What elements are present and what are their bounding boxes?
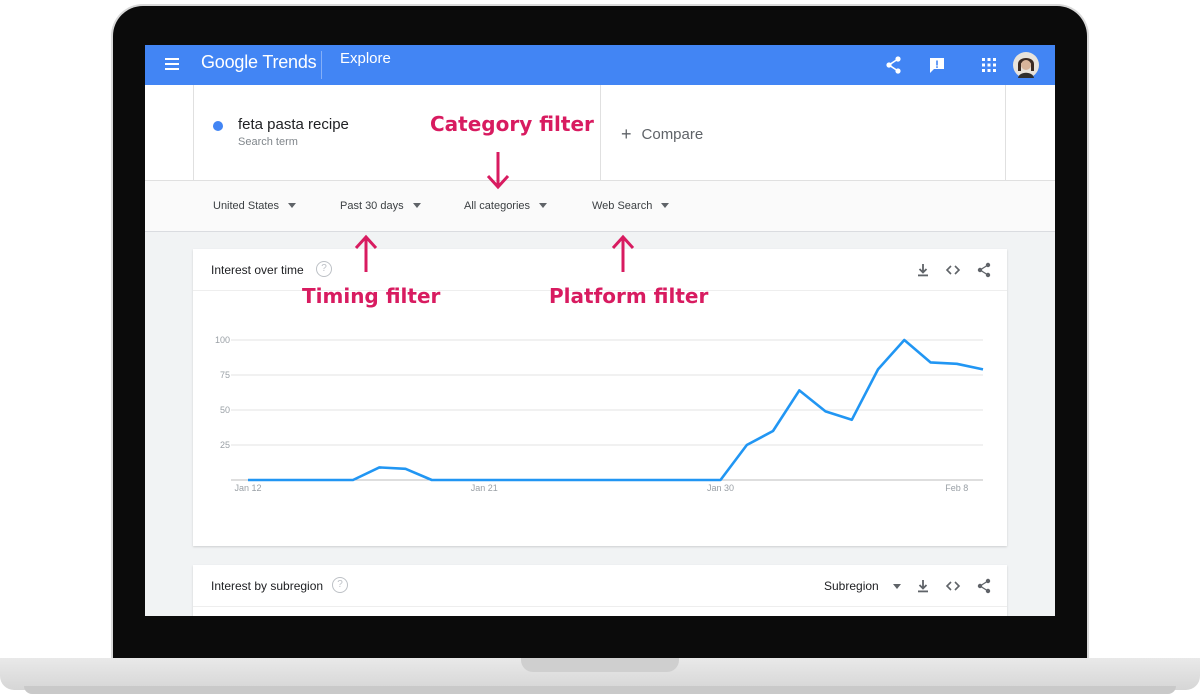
platform-filter[interactable]: Web Search (592, 200, 670, 212)
top-bar: Google Trends Explore (145, 45, 1055, 85)
share-icon[interactable] (976, 262, 992, 278)
interest-by-subregion-card: Interest by subregion ? Subregion (193, 565, 1007, 616)
chevron-down-icon (288, 203, 297, 208)
help-icon[interactable]: ? (332, 577, 348, 593)
laptop-base-shadow (24, 686, 1176, 694)
search-term-row: feta pasta recipe Search term + Compare (145, 85, 1055, 180)
apps-icon[interactable] (979, 55, 999, 75)
y-tick-label: 100 (215, 335, 230, 345)
embed-icon[interactable] (945, 578, 961, 594)
x-tick-label: Jan 21 (471, 483, 498, 493)
card-divider (193, 290, 1007, 291)
category-filter[interactable]: All categories (464, 200, 548, 212)
category-filter-label: All categories (464, 200, 531, 212)
arrow-up-icon (611, 234, 635, 272)
chevron-down-icon (661, 203, 670, 208)
chevron-down-icon (412, 203, 421, 208)
search-term-type: Search term (238, 136, 298, 148)
search-term-card[interactable]: feta pasta recipe Search term (193, 85, 601, 180)
x-tick-label: Jan 30 (707, 483, 734, 493)
term-color-dot (213, 121, 223, 131)
interest-over-time-title: Interest over time (211, 263, 304, 277)
y-tick-label: 50 (220, 405, 230, 415)
page-title: Explore (340, 50, 391, 67)
share-icon[interactable] (884, 55, 904, 75)
time-filter[interactable]: Past 30 days (340, 200, 421, 212)
screen: Google Trends Explore fet (145, 45, 1055, 616)
arrow-up-icon (354, 234, 378, 272)
y-tick-label: 75 (220, 370, 230, 380)
chevron-down-icon (539, 203, 548, 208)
search-term[interactable]: feta pasta recipe (238, 116, 349, 133)
share-icon[interactable] (976, 578, 992, 594)
platform-filter-annotation: Platform filter (549, 284, 709, 308)
right-divider (1005, 85, 1006, 180)
time-filter-label: Past 30 days (340, 200, 404, 212)
feedback-icon[interactable] (927, 55, 947, 75)
interest-by-subregion-title: Interest by subregion (211, 579, 324, 593)
region-filter[interactable]: United States (213, 200, 297, 212)
plus-icon: + (621, 124, 632, 144)
menu-icon[interactable] (165, 58, 179, 70)
header-divider (321, 51, 322, 79)
x-tick-label: Feb 8 (945, 483, 968, 493)
interest-over-time-card: Interest over time ? 25 50 75 100 Jan 12 Jan … (193, 249, 1007, 546)
help-icon[interactable]: ? (316, 261, 332, 277)
interest-over-time-chart: 25 50 75 100 Jan 12 Jan 21 Jan 30 Feb 8 (215, 335, 984, 493)
subregion-dropdown-label: Subregion (824, 579, 879, 593)
card-divider (193, 606, 1007, 607)
compare-label: Compare (641, 126, 704, 143)
google-trends-logo[interactable]: Google Trends (201, 52, 317, 72)
download-icon[interactable] (915, 578, 931, 594)
embed-icon[interactable] (945, 262, 961, 278)
laptop-notch (521, 658, 679, 672)
y-tick-label: 25 (220, 440, 230, 450)
download-icon[interactable] (915, 262, 931, 278)
platform-filter-label: Web Search (592, 200, 653, 212)
filter-bar: United States Past 30 days All categorie… (145, 180, 1055, 232)
compare-button[interactable]: + Compare (621, 124, 703, 145)
series-line (248, 338, 984, 482)
avatar[interactable] (1013, 52, 1039, 78)
category-filter-annotation: Category filter (430, 112, 594, 136)
x-tick-label: Jan 12 (234, 483, 261, 493)
subregion-dropdown[interactable]: Subregion (824, 579, 901, 593)
region-filter-label: United States (213, 200, 280, 212)
arrow-down-icon (486, 152, 510, 190)
timing-filter-annotation: Timing filter (302, 284, 441, 308)
chevron-down-icon (892, 584, 901, 589)
